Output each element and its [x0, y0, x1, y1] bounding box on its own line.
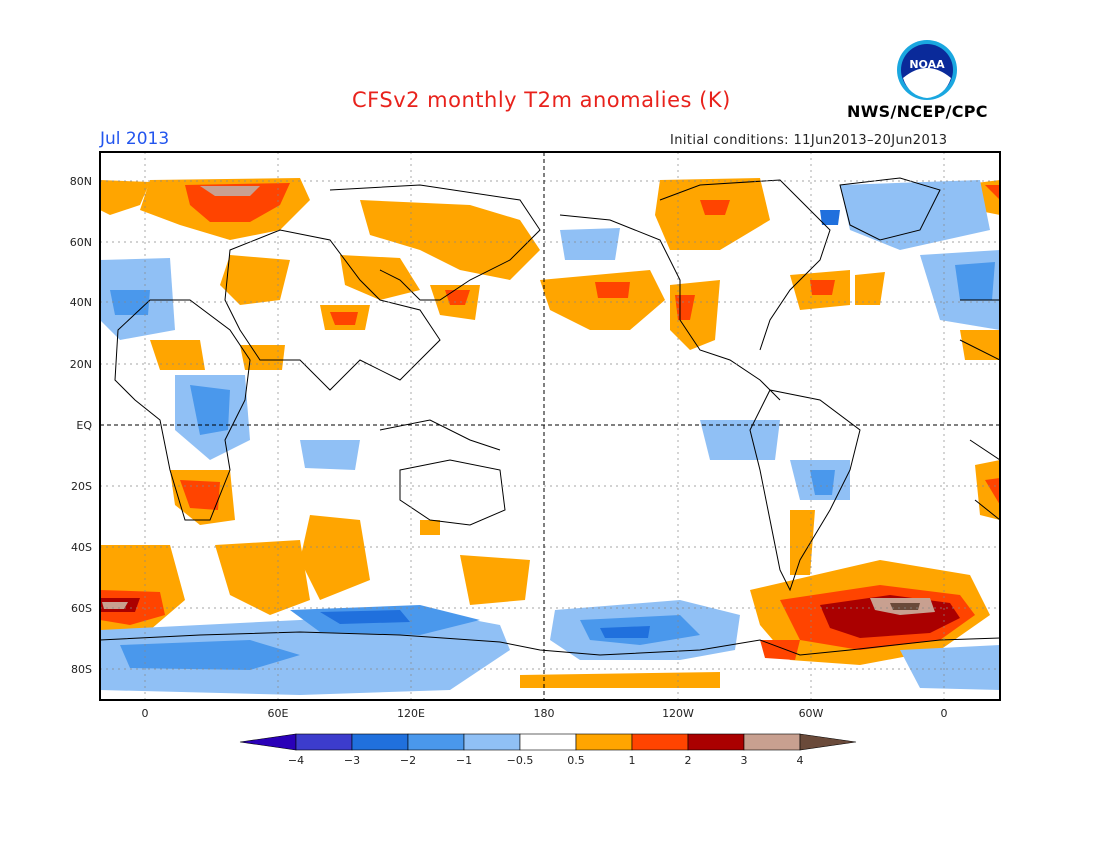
colorbar-tick-label: 2: [685, 754, 692, 767]
colorbar-bin: [743, 733, 801, 751]
colorbar-bin: [407, 733, 465, 751]
lon-label: 0: [142, 707, 149, 720]
colorbar-tick-label: −2: [400, 754, 416, 767]
colorbar-high-arrow: [799, 733, 857, 751]
lon-axis: 0 60E 120E 180 120W 60W 0: [142, 707, 948, 720]
lon-label: 120W: [662, 707, 694, 720]
lon-label: 120E: [397, 707, 425, 720]
colorbar-tick-label: −0.5: [507, 754, 534, 767]
colorbar-bin: [463, 733, 521, 751]
colorbar: −4 −3 −2 −1 −0.5 0.5 1 2 3 4: [239, 733, 857, 767]
lat-label: 40N: [70, 296, 92, 309]
agency-label: NWS/NCEP/CPC: [847, 102, 988, 121]
lat-label: 20S: [71, 480, 92, 493]
colorbar-tick-label: 1: [629, 754, 636, 767]
lon-label: 180: [534, 707, 555, 720]
map-title: CFSv2 monthly T2m anomalies (K): [352, 88, 731, 112]
noaa-logo-icon: NOAA: [897, 40, 957, 100]
coastlines: [100, 177, 1000, 656]
colorbar-bin: [687, 733, 745, 751]
lat-label: 20N: [70, 358, 92, 371]
noaa-logo-text: NOAA: [909, 58, 945, 71]
colorbar-bin: [295, 733, 353, 751]
lon-label: 60W: [799, 707, 824, 720]
colorbar-tick-label: 4: [797, 754, 804, 767]
lat-lon-grid: [100, 152, 1000, 700]
colorbar-tick-label: 0.5: [567, 754, 585, 767]
colorbar-tick-label: −1: [456, 754, 472, 767]
lat-label: 40S: [71, 541, 92, 554]
lon-label: 0: [941, 707, 948, 720]
colorbar-tick-label: −4: [288, 754, 304, 767]
lon-label: 60E: [268, 707, 289, 720]
lat-label: EQ: [76, 419, 92, 432]
colorbar-bin: [519, 733, 577, 751]
lat-label: 80S: [71, 663, 92, 676]
forecast-month: Jul 2013: [100, 129, 170, 149]
initial-conditions: Initial conditions: 11Jun2013–20Jun2013: [670, 133, 948, 148]
colorbar-bin: [351, 733, 409, 751]
lat-label: 60S: [71, 602, 92, 615]
colorbar-tick-label: 3: [741, 754, 748, 767]
colorbar-tick-label: −3: [344, 754, 360, 767]
colorbar-low-arrow: [239, 733, 297, 751]
colorbar-bin: [631, 733, 689, 751]
lat-label: 60N: [70, 236, 92, 249]
equator-dateline: [100, 152, 1000, 700]
colorbar-bin: [575, 733, 633, 751]
anomaly-field: [100, 178, 1000, 695]
lat-axis: 80N 60N 40N 20N EQ 20S 40S 60S 80S: [70, 175, 93, 676]
map-frame: [99, 151, 1001, 701]
lat-label: 80N: [70, 175, 92, 188]
